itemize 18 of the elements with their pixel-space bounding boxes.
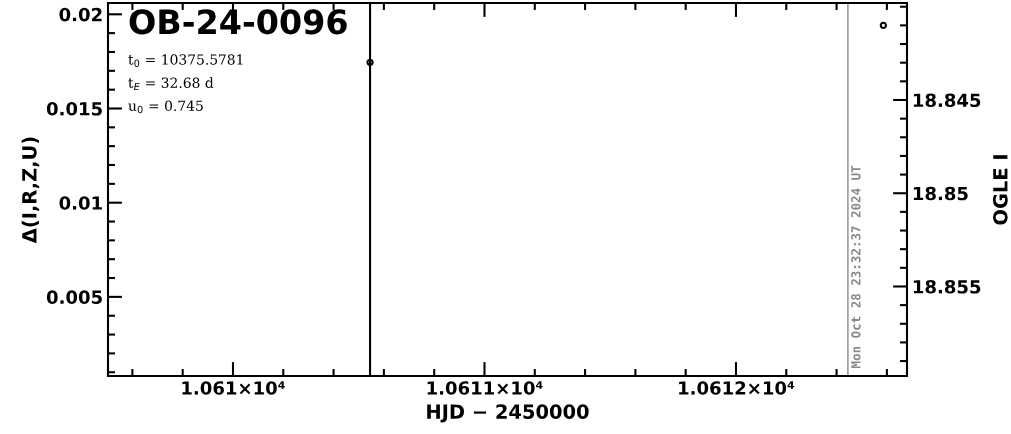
annotation: Mon Oct 28 23:32:37 2024 UT	[851, 165, 861, 368]
x-tick-label: 1.0612×10⁴	[679, 381, 795, 395]
chart-title: OB-24-0096	[129, 9, 347, 35]
y-tick-label: 0.005	[46, 290, 102, 304]
annotation: u$_{0}$ = 0.745	[128, 100, 203, 114]
y-tick-label: 0.01	[59, 196, 102, 210]
y2-tick-label: 18.85	[913, 186, 968, 201]
x-tick-label: 1.0611×10⁴	[427, 381, 543, 395]
annotation: t$_{E}$ = 32.68 d	[128, 77, 214, 91]
y2-axis-title: OGLE I	[992, 155, 1008, 225]
annotation: t$_{0}$ = 10375.5781	[128, 54, 243, 67]
y-tick-label: 0.015	[46, 101, 102, 116]
x-axis-title: HJD − 2450000	[427, 404, 589, 423]
y-tick-label: 0.02	[59, 7, 102, 22]
y2-tick-label: 18.845	[913, 93, 981, 108]
y-axis-title: Δ(I,R,Z,U)	[21, 137, 40, 244]
y2-tick-label: 18.855	[913, 279, 981, 294]
x-tick-label: 1.061×10⁴	[182, 381, 285, 395]
